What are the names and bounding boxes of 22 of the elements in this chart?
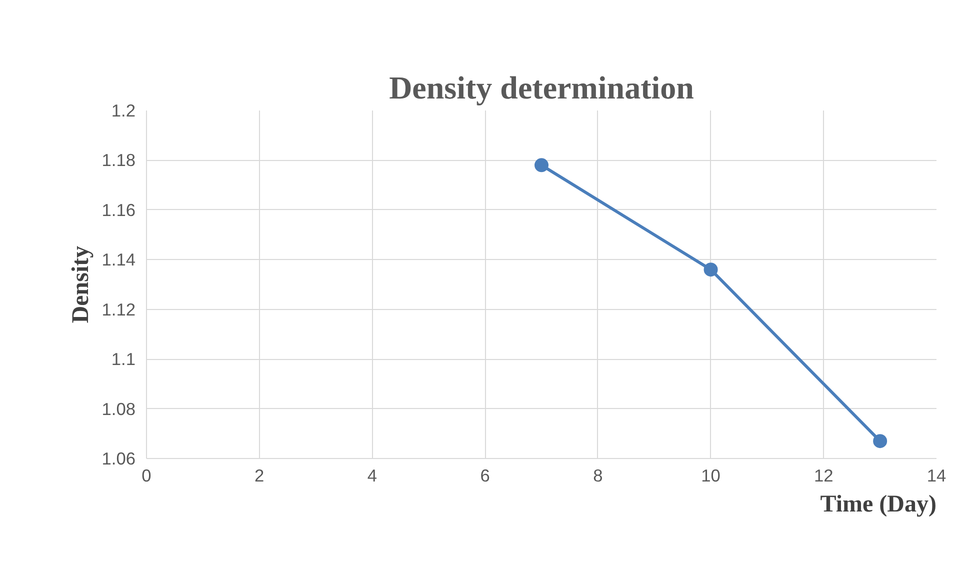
x-tick-label: 10 — [701, 466, 720, 486]
x-tick-label: 14 — [926, 466, 946, 486]
x-axis-title: Time (Day) — [820, 492, 936, 518]
y-tick-label: 1.2 — [111, 100, 136, 120]
x-tick-label: 0 — [142, 466, 152, 486]
x-tick-label: 6 — [480, 466, 490, 486]
x-tick-label: 8 — [593, 466, 603, 486]
y-tick-label: 1.06 — [102, 448, 136, 468]
chart-title: Density determination — [389, 70, 694, 106]
point — [704, 262, 718, 277]
y-tick-label: 1.16 — [102, 200, 136, 220]
point — [534, 158, 548, 172]
y-tick-label: 1.1 — [111, 349, 136, 370]
point — [873, 434, 888, 448]
y-tick-label: 1.18 — [102, 150, 136, 170]
x-tick-label: 12 — [814, 466, 834, 486]
x-tick-label: 4 — [367, 466, 378, 486]
y-tick-label: 1.12 — [102, 299, 136, 320]
y-tick-label: 1.14 — [102, 250, 136, 270]
x-tick-label: 2 — [254, 466, 264, 486]
y-tick-label: 1.08 — [102, 398, 136, 419]
y-axis-title: Density — [68, 246, 94, 324]
